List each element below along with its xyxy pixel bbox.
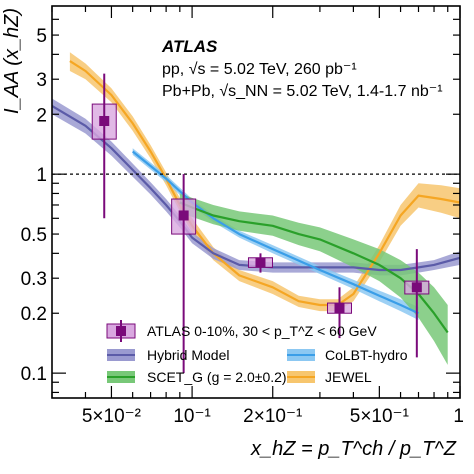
y-tick-label-7: 5 [36,26,47,47]
pp-annotation: pp, √s = 5.02 TeV, 260 pb⁻¹ [162,61,357,78]
scet-g-g-2-0-0-2-band [179,193,448,365]
x-tick-label-4: 1 [453,406,464,427]
model-bands [52,52,460,365]
x-tick-label-3: 5×10⁻¹ [350,406,409,427]
data-point-1 [178,210,189,221]
jewel-line [69,60,460,307]
y-tick-labels: 0.1 0.2 0.3 0.5 1 2 3 5 [21,26,47,385]
y-tick-label-0: 0.1 [21,364,47,385]
y-tick-label-2: 0.3 [21,269,47,290]
y-tick-label-6: 3 [36,70,47,91]
data-point-3 [334,303,345,314]
hybrid-model-line [52,105,460,272]
atlas-data-points [91,73,430,374]
data-point-4 [411,282,422,293]
data-point-2 [255,257,266,268]
legend-atlas-label: ATLAS 0-10%, 30 < p_T^Z < 60 GeV [147,323,377,339]
x-tick-label-1: 10⁻¹ [173,406,211,427]
y-tick-label-3: 0.5 [21,225,47,246]
y-tick-label-1: 0.2 [21,304,47,325]
plot-frame [51,5,461,399]
x-tick-label-0: 5×10⁻² [82,406,141,427]
legend-hybrid-label: Hybrid Model [147,347,229,363]
x-axis-label: x_hZ = p_T^ch / p_T^Z [250,438,457,460]
legend-scet-label: SCET_G (g = 2.0±0.2) [147,369,287,385]
pbpb-annotation: Pb+Pb, √s_NN = 5.02 TeV, 1.4-1.7 nb⁻¹ [162,83,443,100]
x-tick-label-2: 2×10⁻¹ [243,406,302,427]
y-axis-label: I_AA (x_hZ) [1,8,23,114]
legend: ATLAS 0-10%, 30 < p_T^Z < 60 GeV Hybrid … [106,320,408,385]
data-point-0 [99,115,110,126]
legend-colbt-label: CoLBT-hydro [325,347,408,363]
legend-atlas-marker [116,326,126,336]
y-tick-label-4: 1 [36,165,47,186]
colbt-hydro-band [132,148,419,320]
y-tick-label-5: 2 [36,105,47,126]
x-tick-labels: 5×10⁻² 10⁻¹ 2×10⁻¹ 5×10⁻¹ 1 [82,406,464,427]
atlas-label: ATLAS [161,37,218,56]
legend-jewel-label: JEWEL [325,369,372,385]
axis-ticks [51,6,461,398]
